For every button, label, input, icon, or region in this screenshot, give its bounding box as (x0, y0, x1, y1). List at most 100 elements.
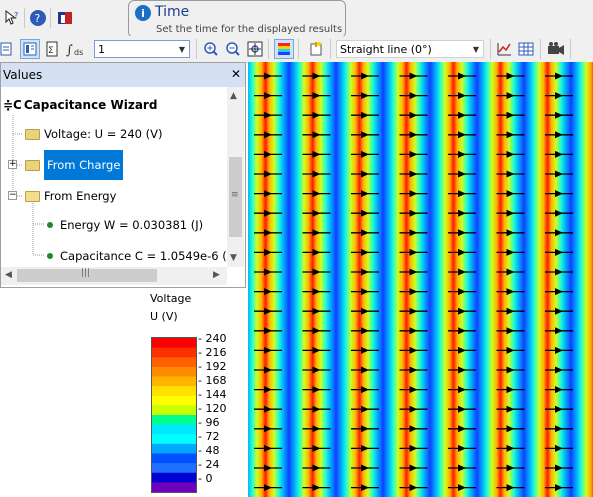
wand-icon[interactable] (306, 39, 326, 59)
legend-tick-label: - 96 (198, 416, 220, 429)
field-arrow (351, 327, 379, 335)
tree-item-capacitance[interactable]: Capacitance C = 1.0549e-6 (F) (47, 247, 238, 265)
field-arrow (448, 288, 476, 296)
camera-icon[interactable] (546, 39, 566, 59)
field-arrow (545, 170, 573, 178)
field-arrow (351, 248, 379, 256)
field-arrow (496, 327, 525, 335)
field-arrow (448, 131, 476, 139)
field-arrow (496, 131, 525, 139)
field-arrow (351, 229, 379, 237)
field-arrow (302, 248, 331, 256)
folder-icon (25, 159, 40, 171)
scrollbar-thumb[interactable] (229, 157, 242, 237)
field-arrow (302, 92, 331, 100)
book-icon[interactable] (56, 8, 76, 28)
legend-swatch (152, 357, 196, 368)
field-arrow (399, 386, 428, 394)
field-arrow (351, 288, 379, 296)
tree-item-energy[interactable]: Energy W = 0.030381 (J) (47, 216, 203, 234)
field-arrow (302, 150, 331, 158)
help-icon[interactable]: ? (28, 8, 48, 28)
field-arrow (496, 484, 525, 492)
integral-icon[interactable]: ∫ ds (64, 39, 88, 59)
legend-tick-label: - 240 (198, 332, 227, 345)
line-mode-select[interactable]: Straight line (0°) ▼ (336, 40, 484, 58)
field-arrow (302, 405, 331, 413)
field-arrow (545, 72, 573, 80)
zoom-out-icon[interactable] (223, 39, 243, 59)
context-help-icon[interactable]: ? (2, 8, 22, 28)
horizontal-scrollbar[interactable]: ◀ ||| ▶ (1, 267, 227, 285)
chevron-down-icon[interactable]: ▼ (472, 44, 480, 54)
chevron-right-icon[interactable]: ▶ (213, 270, 220, 280)
field-arrow (399, 405, 428, 413)
expand-icon[interactable]: + (8, 159, 17, 169)
vertical-scrollbar[interactable]: ▲ ≡ ▼ (227, 87, 244, 267)
field-arrow (448, 170, 476, 178)
field-arrow (448, 111, 476, 119)
chart-icon[interactable] (494, 39, 514, 59)
tree-item-label: From Energy (44, 189, 117, 203)
grip-icon: ||| (81, 268, 91, 278)
tree-lines (12, 115, 45, 256)
splitter[interactable] (238, 288, 248, 497)
table-view-icon[interactable] (20, 39, 40, 59)
collapse-icon[interactable]: − (8, 190, 17, 200)
field-arrow (496, 464, 525, 472)
field-arrow (496, 425, 525, 433)
results-icon[interactable]: Σ (42, 39, 62, 59)
chevron-up-icon[interactable]: ▲ (230, 91, 237, 101)
field-arrow (496, 307, 525, 315)
tree-item-voltage[interactable]: Voltage: U = 240 (V) (25, 125, 162, 143)
close-icon[interactable]: ✕ (230, 67, 241, 81)
field-arrow (351, 268, 379, 276)
field-arrow (351, 464, 379, 472)
list-icon[interactable] (0, 39, 16, 59)
field-arrow (496, 268, 525, 276)
field-band (430, 62, 477, 497)
field-arrow (399, 190, 428, 198)
field-arrow (254, 366, 282, 374)
field-arrow (496, 386, 525, 394)
time-select[interactable]: 1 ▼ (94, 40, 190, 58)
field-arrow (399, 248, 428, 256)
field-band (383, 62, 430, 497)
zoom-fit-icon[interactable] (245, 39, 265, 59)
legend-swatch (152, 366, 196, 378)
field-arrow (351, 386, 379, 394)
tree-item-from-energy[interactable]: From Energy (25, 187, 116, 205)
field-arrow (448, 366, 476, 374)
field-arrow (399, 268, 428, 276)
legend-swatch (152, 338, 196, 349)
field-arrow (448, 248, 476, 256)
field-arrow (545, 405, 573, 413)
field-arrow (351, 425, 379, 433)
wizard-root[interactable]: ≑C Capacitance Wizard (3, 96, 157, 114)
field-arrow (351, 307, 379, 315)
field-arrow (351, 405, 379, 413)
chevron-down-icon[interactable]: ▼ (230, 253, 237, 263)
color-map-icon[interactable] (274, 39, 294, 59)
field-arrow (545, 444, 573, 452)
field-arrow (545, 464, 573, 472)
field-arrow (254, 268, 282, 276)
field-plot[interactable] (248, 62, 593, 497)
legend-tick-label: - 0 (198, 472, 213, 485)
field-arrow (302, 386, 331, 394)
field-arrow (254, 386, 282, 394)
chevron-left-icon[interactable]: ◀ (5, 270, 12, 280)
field-arrow (496, 92, 525, 100)
field-arrow (302, 229, 331, 237)
values-panel-header: Values ✕ (1, 63, 245, 87)
field-arrow (545, 209, 573, 217)
tree-item-from-charge[interactable]: From Charge (25, 150, 124, 180)
chevron-down-icon[interactable]: ▼ (178, 44, 186, 54)
zoom-in-icon[interactable] (201, 39, 221, 59)
field-arrow (302, 131, 331, 139)
scrollbar-thumb[interactable] (17, 269, 157, 282)
field-arrow (302, 170, 331, 178)
grid-table-icon[interactable] (516, 39, 536, 59)
field-arrow (254, 288, 282, 296)
field-arrow (399, 170, 428, 178)
